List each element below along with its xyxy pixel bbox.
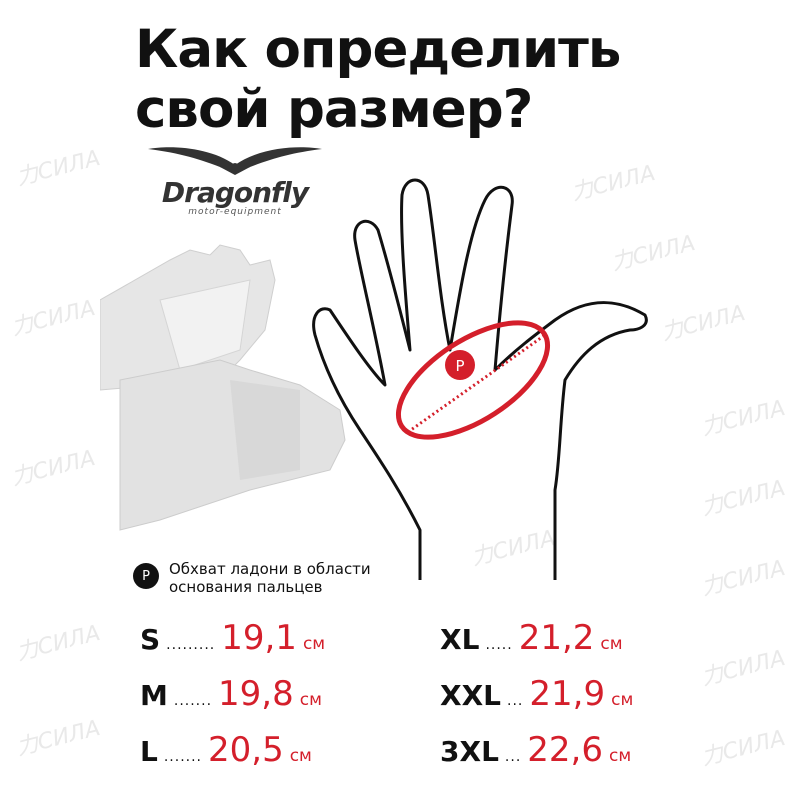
watermark-text: 力СИЛА: [698, 725, 788, 771]
dot-leader: .......: [163, 749, 202, 765]
dot-leader: .....: [485, 637, 513, 653]
p-marker-label: P: [455, 357, 464, 375]
size-unit: см: [299, 690, 322, 710]
dot-leader: .........: [166, 637, 216, 653]
palm-measure-ring: [395, 320, 551, 440]
size-unit: см: [302, 634, 326, 654]
size-label: XL: [440, 623, 480, 656]
size-table: S......... 19,1 см XL..... 21,2 см M....... 19,…: [140, 618, 660, 778]
size-label: XXL: [440, 679, 502, 712]
watermark-text: 力СИЛА: [698, 395, 788, 441]
size-row: L....... 20,5 см: [140, 730, 440, 778]
dot-leader: ...: [504, 749, 522, 765]
measurement-legend: P Обхват ладони в области основания паль…: [133, 560, 429, 596]
size-label: L: [140, 735, 158, 768]
watermark-text: 力СИЛА: [658, 300, 748, 346]
size-label: M: [140, 679, 168, 712]
dragonfly-wings-icon: [148, 147, 322, 175]
size-unit: см: [600, 634, 623, 654]
watermark-text: 力СИЛА: [8, 295, 98, 341]
watermark-text: 力СИЛА: [8, 445, 98, 491]
size-value: 19,1: [221, 618, 297, 658]
size-unit: см: [289, 746, 312, 766]
dragonfly-logo: Dragonfly motor-equipment: [135, 145, 335, 217]
size-value: 21,9: [529, 674, 606, 714]
dot-leader: .......: [173, 693, 213, 709]
watermark-text: 力СИЛА: [13, 715, 103, 761]
logo-tagline: motor-equipment: [188, 207, 282, 217]
watermark-text: 力СИЛА: [698, 645, 788, 691]
size-value: 19,8: [218, 674, 294, 714]
p-marker-icon: [445, 350, 475, 380]
size-label: 3XL: [440, 735, 499, 768]
palm-measure-line: [407, 333, 546, 434]
page-title: Как определить свой размер?: [135, 19, 621, 140]
size-value: 22,6: [527, 730, 603, 770]
watermark-text: 力СИЛА: [13, 620, 103, 666]
p-badge-icon: P: [133, 563, 159, 589]
size-unit: см: [611, 690, 634, 710]
size-row: M....... 19,8 см: [140, 674, 440, 722]
watermark-text: 力СИЛА: [13, 145, 103, 191]
title-line-1: Как определить: [135, 19, 621, 80]
hand-outline-diagram: P: [312, 178, 648, 580]
size-row: XXL... 21,9 см: [440, 674, 660, 722]
watermark-text: 力СИЛА: [698, 555, 788, 601]
title-line-2: свой размер?: [135, 79, 533, 140]
size-unit: см: [608, 746, 632, 766]
dot-leader: ...: [507, 693, 524, 709]
legend-text: Обхват ладони в области основания пальце…: [169, 560, 371, 596]
size-value: 20,5: [208, 730, 284, 770]
watermark-text: 力СИЛА: [698, 475, 788, 521]
size-value: 21,2: [518, 618, 595, 658]
size-row: 3XL... 22,6 см: [440, 730, 660, 778]
logo-brand: Dragonfly: [161, 176, 309, 209]
size-label: S: [140, 623, 161, 656]
size-row: S......... 19,1 см: [140, 618, 440, 666]
size-row: XL..... 21,2 см: [440, 618, 660, 666]
glove-image: [100, 244, 346, 531]
